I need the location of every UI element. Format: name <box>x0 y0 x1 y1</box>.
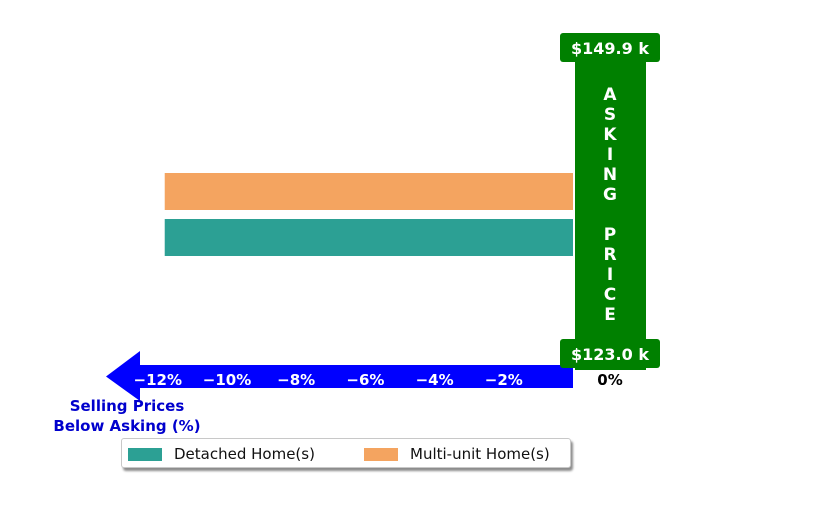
asking-price-bottom-value: $123.0 k <box>571 345 649 364</box>
asking-price-letter: S <box>604 105 616 125</box>
x-tick-label-zero: 0% <box>597 371 622 389</box>
asking-price-letter: N <box>603 165 617 185</box>
asking-price-bar <box>575 46 646 370</box>
bar-detached <box>164 219 573 256</box>
legend-label-detached: Detached Home(s) <box>174 445 315 463</box>
asking-price-letter: K <box>603 125 617 145</box>
asking-price-top-box <box>560 33 660 62</box>
asking-price-letter: C <box>604 285 616 305</box>
asking-price-letter: I <box>607 265 613 285</box>
x-tick-label: −12% <box>134 371 182 389</box>
x-tick-label: −4% <box>416 371 454 389</box>
legend-item-multi-unit: Multi-unit Home(s) <box>364 445 550 463</box>
asking-price-letter: R <box>603 245 616 265</box>
legend: Detached Home(s) Multi-unit Home(s) <box>121 438 571 468</box>
asking-price-letter: I <box>607 145 613 165</box>
asking-price-letter: G <box>603 185 617 205</box>
x-tick-label: −10% <box>203 371 251 389</box>
asking-price-top-value: $149.9 k <box>571 39 649 58</box>
x-axis-label-line: Selling Prices <box>70 397 185 415</box>
bar-multi-unit <box>164 173 573 210</box>
x-axis: −12% −10% −8% −6% −4% −2% 0% Selling Prices Belo… <box>53 351 623 435</box>
legend-swatch-detached <box>128 447 162 461</box>
axis-arrow <box>106 351 573 401</box>
legend-label-multi-unit: Multi-unit Home(s) <box>410 445 550 463</box>
asking-price-letter: P <box>604 225 616 245</box>
x-tick-label: −2% <box>485 371 523 389</box>
x-tick-label: −6% <box>346 371 384 389</box>
legend-swatch-multi-unit <box>364 447 398 461</box>
asking-price-letter: A <box>603 85 617 105</box>
asking-price-letter: E <box>604 305 616 325</box>
x-tick-label: −8% <box>277 371 315 389</box>
bars-layer <box>164 173 573 256</box>
legend-item-detached: Detached Home(s) <box>128 445 315 463</box>
asking-price-bottom-box <box>560 339 660 368</box>
x-axis-label-line: Below Asking (%) <box>53 417 200 435</box>
